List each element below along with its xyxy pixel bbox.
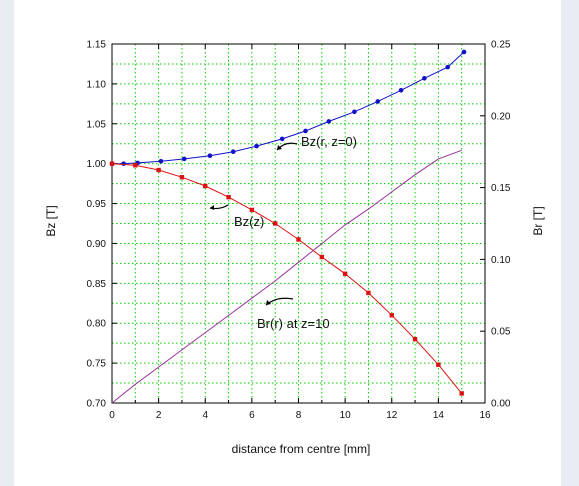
data-point (461, 49, 467, 55)
data-point (459, 391, 464, 396)
data-point (121, 161, 126, 166)
y-axis-title: Bz [T] (44, 205, 58, 236)
data-point (249, 207, 255, 213)
data-point (303, 128, 308, 134)
y-tick-label: 0.95 (87, 199, 107, 210)
x-tick-label: 4 (202, 410, 208, 421)
data-point (422, 76, 427, 81)
annotation-arrowhead (266, 300, 271, 305)
data-point (445, 64, 451, 70)
data-point (230, 149, 236, 154)
data-point (342, 271, 348, 276)
y2-tick-label: 0.05 (491, 327, 511, 338)
y-tick-label: 0.70 (87, 399, 107, 410)
annotation-label: Bz(r, z=0) (301, 134, 357, 149)
data-point (158, 158, 164, 164)
annotation-label: Bz(z) (234, 214, 264, 229)
x-tick-label: 14 (433, 410, 445, 421)
line-chart: 0 2 4 6 8 10 12 14 16 0.70 0.75 0.80 0.85 0.90 0.95 1.0… (44, 40, 545, 457)
chart-card: 0 2 4 6 8 10 12 14 16 0.70 0.75 0.80 0.85 0.90 0.95 1.0… (14, 0, 561, 486)
grid (112, 44, 485, 403)
y-tick-label: 0.90 (87, 239, 107, 250)
x-tick-label: 8 (296, 410, 302, 421)
data-point (156, 167, 161, 173)
annotation-arrowhead (210, 205, 214, 210)
series-line-bz-r-z-0 (112, 51, 465, 165)
annotations: Bz(r, z=0) Bz(z) Br(r) at z=10 (209, 134, 357, 331)
x-tick-label: 6 (249, 410, 255, 421)
data-point (203, 183, 208, 189)
data-point (207, 153, 213, 158)
data-point (254, 143, 259, 149)
series-line-bz-z (111, 163, 463, 394)
x-tick-label: 0 (109, 410, 115, 421)
data-point (436, 362, 441, 367)
y2-tick-label: 0.10 (491, 255, 511, 266)
y-tick-label: 1.15 (87, 40, 107, 51)
y-tick-label: 1.10 (87, 79, 107, 90)
series-layer (109, 49, 467, 404)
data-point (272, 221, 278, 226)
y2-tick-label: 0.00 (491, 399, 511, 410)
x-tick-label: 10 (340, 410, 352, 421)
y-tick-label: 0.80 (87, 319, 107, 330)
y-tick-label: 0.75 (87, 359, 107, 370)
data-point (181, 156, 187, 162)
y2-tick-label: 0.25 (491, 40, 511, 51)
y2-tick-label: 0.20 (491, 111, 511, 122)
data-point (412, 336, 418, 342)
data-point (319, 254, 325, 260)
data-point (296, 237, 301, 242)
x-tick-label: 2 (156, 410, 162, 421)
data-point (179, 175, 185, 180)
y-tick-label: 1.05 (87, 119, 107, 130)
data-point (389, 313, 394, 318)
axis-ticks: 0 2 4 6 8 10 12 14 16 0.70 0.75 0.80 0.85 0.90 0.95 1.0… (87, 40, 511, 422)
data-point (109, 161, 115, 166)
y2-axis-title: Br [T] (531, 206, 545, 235)
annotation-arrowhead (277, 145, 282, 150)
data-point (326, 119, 332, 124)
y-tick-label: 0.85 (87, 279, 107, 290)
data-point (352, 109, 357, 115)
x-axis-title: distance from centre [mm] (232, 442, 371, 456)
data-point (133, 163, 138, 168)
data-point (375, 99, 381, 104)
series-line-br-r-at-z-10 (111, 149, 462, 404)
data-point (366, 290, 371, 296)
y2-tick-label: 0.15 (491, 183, 511, 194)
data-point (226, 194, 231, 200)
y-tick-label: 1.00 (87, 159, 107, 170)
data-point (279, 136, 285, 142)
x-tick-label: 16 (479, 410, 491, 421)
x-tick-label: 12 (386, 410, 398, 421)
data-point (398, 87, 404, 93)
annotation-label: Br(r) at z=10 (257, 316, 330, 331)
